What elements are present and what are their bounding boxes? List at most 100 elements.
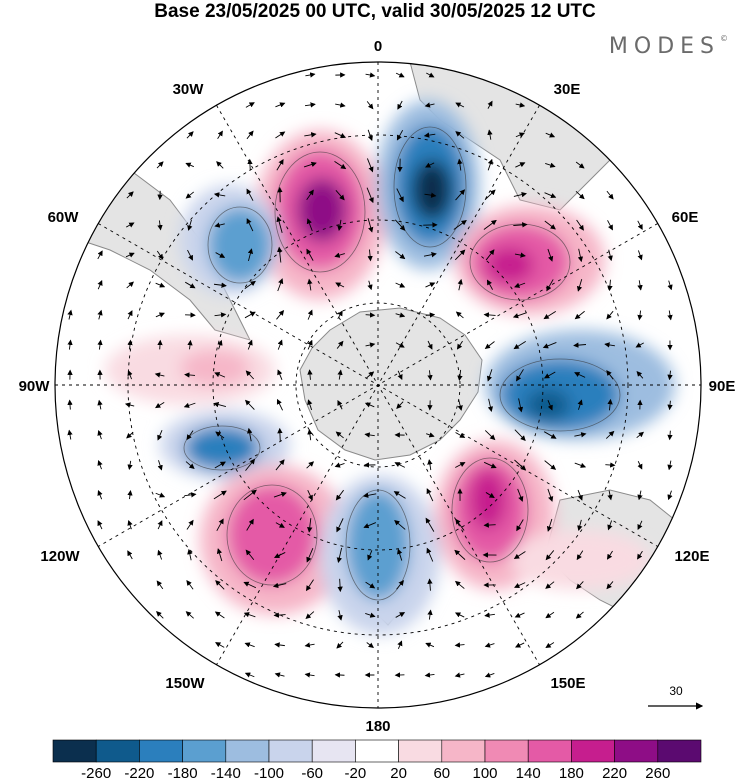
wind-arrow (126, 222, 135, 228)
wind-arrow (215, 580, 225, 590)
wind-arrow (547, 248, 554, 262)
wind-arrow (427, 609, 433, 620)
wind-arrow (213, 401, 226, 408)
wind-arrow (305, 579, 314, 592)
wind-arrow (637, 220, 643, 231)
wind-arrow (246, 188, 254, 201)
wind-arrow (307, 369, 313, 380)
wind-arrow (574, 372, 586, 378)
wind-arrow (275, 102, 286, 108)
wind-arrow (667, 460, 673, 471)
wind-arrow (184, 372, 196, 378)
wind-arrow (97, 490, 103, 500)
wind-arrow (544, 192, 557, 199)
wind-arrow (67, 309, 73, 320)
pos-anomaly-30w (255, 130, 385, 300)
wind-arrow (244, 642, 255, 648)
wind-arrow (243, 581, 256, 589)
wind-arrow (454, 642, 465, 648)
wind-arrow (127, 339, 133, 350)
lon-label-30e: 30E (554, 81, 581, 98)
wind-arrow (187, 249, 193, 261)
pos-anomaly-140w (200, 465, 350, 615)
wind-arrow (277, 369, 283, 380)
wind-arrow (307, 339, 313, 350)
wind-arrow (307, 278, 313, 291)
wind-arrow (246, 130, 254, 140)
wind-arrow (273, 612, 286, 618)
wind-arrow (427, 340, 433, 350)
wind-arrow (637, 460, 643, 470)
wind-arrow (276, 246, 283, 263)
wind-arrow (365, 612, 376, 618)
wind-arrow (306, 248, 314, 261)
wind-arrow (423, 252, 437, 258)
wind-arrow (607, 249, 613, 262)
wind-arrow (215, 642, 225, 648)
wind-arrow (542, 341, 557, 349)
wind-arrow (366, 371, 375, 379)
wind-arrow (214, 461, 226, 469)
wind-arrow (667, 280, 673, 291)
wind-arrow (156, 161, 164, 169)
wind-arrow (575, 190, 585, 200)
wind-arrow (274, 672, 285, 678)
wind-vectors (67, 72, 673, 678)
colorbar-tick-label: 20 (390, 765, 407, 782)
wind-arrow (186, 131, 194, 139)
wind-arrow (484, 612, 495, 618)
colorbar-swatch (398, 739, 443, 763)
wind-arrow (334, 252, 345, 258)
wind-arrow (97, 460, 103, 470)
wind-arrow (484, 430, 496, 441)
wind-arrow (276, 216, 283, 233)
wind-arrow (637, 550, 643, 560)
wind-arrow (362, 492, 377, 498)
wind-arrow (574, 310, 585, 320)
wind-arrow (365, 581, 376, 589)
wind-arrow (574, 462, 587, 468)
wind-arrow (547, 488, 554, 502)
longitude-labels: 0 30E 60E 90E 120E 150E 180 150W 120W 90… (19, 38, 736, 735)
reference-vector-label: 30 (669, 684, 683, 698)
wind-arrow (487, 398, 494, 413)
wind-arrow (423, 132, 436, 138)
wind-arrow (517, 398, 524, 413)
wind-arrow (157, 220, 163, 231)
wind-arrow (485, 492, 495, 499)
wind-arrow (307, 428, 313, 441)
wind-arrow (277, 339, 283, 350)
wind-arrow (395, 72, 405, 78)
wind-arrow (67, 429, 73, 440)
pos-anomaly-90w (105, 335, 275, 405)
wind-arrow (155, 401, 165, 409)
colorbar-swatch (484, 739, 529, 763)
wind-arrow (515, 162, 526, 168)
wind-arrow (186, 519, 194, 530)
colorbar-tick-label: -220 (124, 765, 154, 782)
wind-arrow (304, 132, 317, 138)
lon-label-120e: 120E (674, 548, 709, 565)
wind-arrow (545, 550, 555, 561)
wind-arrow (455, 311, 464, 319)
wind-arrow (335, 102, 346, 108)
wind-arrow (636, 431, 645, 439)
wind-arrow (605, 430, 615, 439)
wind-arrow (154, 372, 165, 378)
wind-arrow (545, 132, 556, 138)
wind-arrow (303, 161, 317, 168)
wind-arrow (97, 279, 103, 290)
wind-arrow (305, 611, 315, 620)
wind-arrow (244, 311, 256, 319)
wind-arrow (484, 189, 496, 201)
wind-arrow (667, 490, 673, 501)
wind-arrow (516, 369, 524, 382)
lon-label-150w: 150W (165, 675, 205, 692)
wind-arrow (516, 519, 524, 532)
wind-arrow (513, 191, 527, 198)
wind-arrow (245, 370, 255, 380)
wind-arrow (457, 369, 463, 381)
wind-arrow (607, 490, 613, 501)
wind-arrow (156, 250, 164, 260)
wind-arrow (185, 461, 195, 470)
